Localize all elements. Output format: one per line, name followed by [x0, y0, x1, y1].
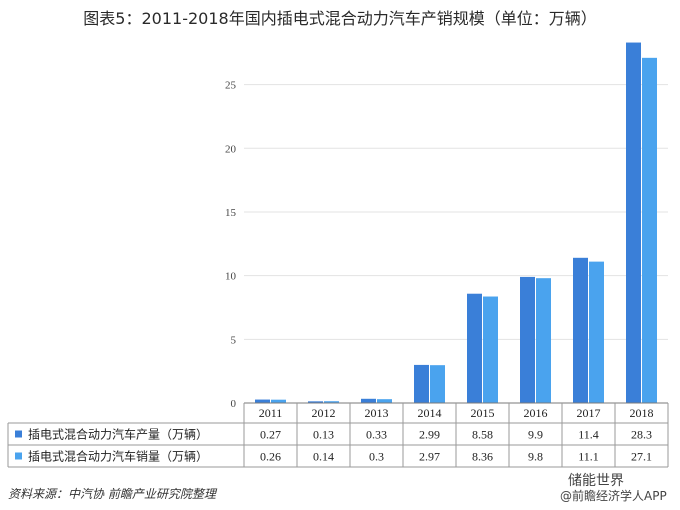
legend-swatch-sales	[15, 452, 22, 460]
data-label-sales-2012: 0.14	[313, 450, 334, 464]
x-tick-label-2011: 2011	[259, 406, 283, 420]
data-label-production-2013: 0.33	[366, 428, 387, 442]
y-tick-label-20: 20	[225, 143, 237, 155]
data-label-sales-2017: 11.1	[578, 450, 599, 464]
bar-production-2011	[255, 399, 270, 403]
y-tick-label-10: 10	[225, 271, 237, 283]
bar-sales-2012	[324, 401, 339, 403]
data-label-production-2015: 8.58	[472, 428, 493, 442]
legend-label-sales: 插电式混合动力汽车销量（万辆）	[28, 449, 208, 464]
bar-production-2017	[573, 257, 588, 403]
bar-production-2012	[308, 401, 323, 403]
data-label-production-2014: 2.99	[419, 428, 440, 442]
watermark-title: 储能世界	[568, 473, 624, 489]
x-tick-label-2012: 2012	[312, 406, 336, 420]
data-label-sales-2018: 27.1	[631, 450, 652, 464]
bar-sales-2018	[642, 57, 657, 404]
watermark-handle: @前瞻经济学人APP	[560, 489, 667, 503]
bar-production-2018	[626, 42, 641, 404]
bar-sales-2016	[536, 278, 551, 403]
chart-title: 图表5：2011-2018年国内插电式混合动力汽车产销规模（单位：万辆）	[83, 9, 597, 28]
x-tick-label-2014: 2014	[418, 406, 442, 420]
bar-production-2016	[520, 276, 535, 403]
x-tick-label-2013: 2013	[365, 406, 389, 420]
gridlines	[244, 84, 668, 340]
bar-sales-2011	[271, 399, 286, 403]
data-label-sales-2016: 9.8	[528, 450, 543, 464]
data-label-sales-2014: 2.97	[419, 450, 440, 464]
bars	[255, 42, 657, 404]
legend-label-production: 插电式混合动力汽车产量（万辆）	[28, 427, 208, 442]
bar-sales-2014	[430, 365, 445, 403]
data-label-sales-2011: 0.26	[260, 450, 281, 464]
data-table: 2011 2012 2013 2014 2015 2016 2017 2018 插电式混合动力汽…	[7, 402, 669, 468]
data-label-production-2016: 9.9	[528, 428, 543, 442]
x-tick-label-2018: 2018	[630, 406, 654, 420]
bar-sales-2015	[483, 296, 498, 403]
y-tick-label-0: 0	[231, 398, 237, 410]
bar-production-2013	[361, 398, 376, 403]
data-label-sales-2015: 8.36	[472, 450, 493, 464]
x-tick-label-2016: 2016	[524, 406, 548, 420]
data-label-sales-2013: 0.3	[369, 450, 384, 464]
y-tick-label-5: 5	[231, 334, 237, 346]
bar-production-2015	[467, 293, 482, 403]
bar-sales-2017	[589, 261, 604, 403]
data-label-production-2012: 0.13	[313, 428, 334, 442]
source-note: 资料来源：中汽协 前瞻产业研究院整理	[8, 487, 216, 501]
x-tick-label-2015: 2015	[471, 406, 495, 420]
y-tick-label-25: 25	[225, 80, 237, 92]
legend-swatch-production	[15, 430, 22, 438]
x-tick-label-2017: 2017	[577, 406, 601, 420]
bar-sales-2013	[377, 399, 392, 403]
y-axis: 0 5 10 15 20 25	[225, 80, 237, 410]
data-label-production-2017: 11.4	[578, 428, 599, 442]
bar-production-2014	[414, 364, 429, 403]
data-label-production-2011: 0.27	[260, 428, 281, 442]
data-label-production-2018: 28.3	[631, 428, 652, 442]
y-tick-label-15: 15	[225, 207, 237, 219]
